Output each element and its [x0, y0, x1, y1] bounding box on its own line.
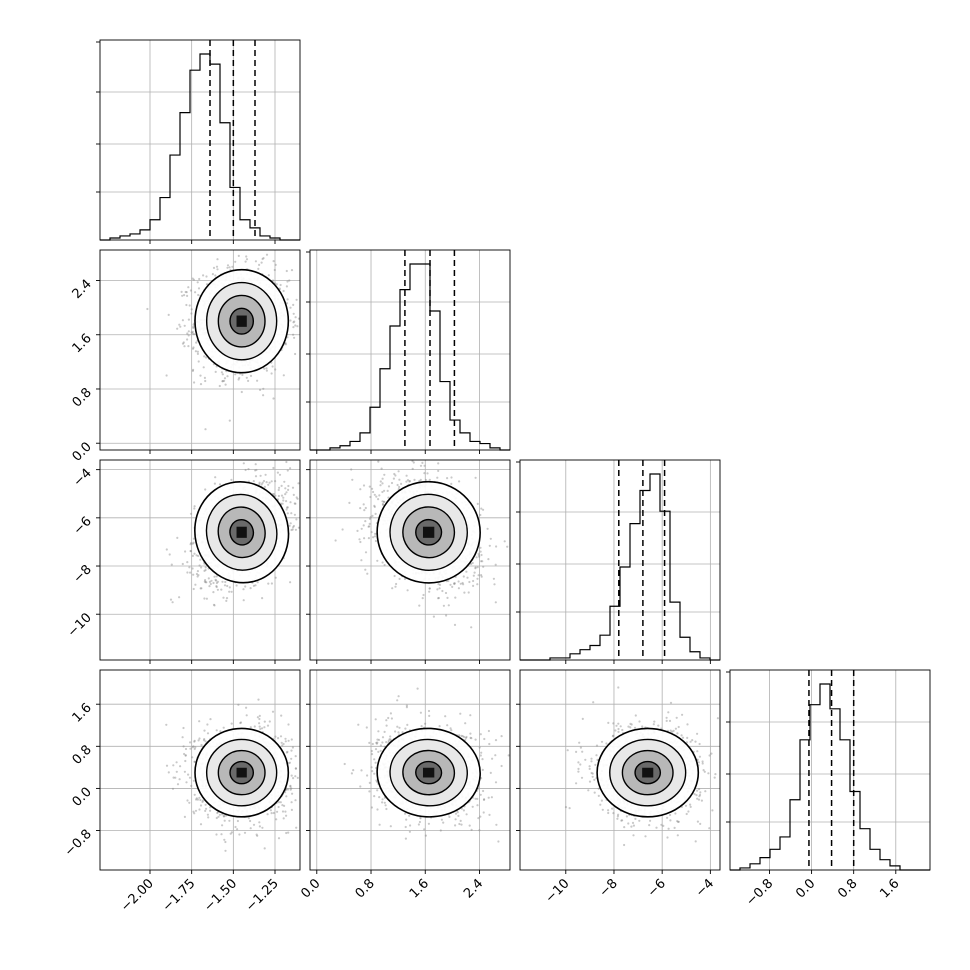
hist-panel-3-border — [729, 669, 931, 871]
hist-panel-3-xtick-label-2: 0.8 — [835, 876, 860, 901]
scatter-panel-1-3: 0.0 0.8 1.6 2.4 — [298, 669, 511, 901]
scatter-panel-0-1-ytick-label-0: 0.0 — [70, 439, 95, 464]
scatter-panel-1-3-xtick-label-3: 2.4 — [461, 876, 486, 901]
scatter-panel-0-3-xtick-label-0: −2.00 — [118, 876, 157, 915]
scatter-panel-0-3: −2.00 −1.75 −1.50 −1.25 −0.8 0.0 0.8 1.6 — [62, 669, 301, 915]
scatter-panel-0-2-ytick-label-0: −10 — [65, 610, 95, 640]
hist-panel-1-histogram-line — [310, 263, 510, 451]
scatter-panel-0-3-border — [99, 669, 301, 871]
scatter-panel-1-3-xtick-label-1: 0.8 — [353, 876, 378, 901]
scatter-panel-0-3-ytick-label-1: 0.0 — [70, 785, 95, 810]
hist-panel-0-bg — [100, 40, 300, 240]
hist-panel-2 — [516, 459, 721, 664]
scatter-panel-0-2-ytick-label-1: −8 — [71, 562, 95, 586]
hist-panel-3-xtick-label-1: 0.0 — [793, 876, 818, 901]
scatter-panel-1-3-xtick-label-0: 0.0 — [298, 876, 323, 901]
scatter-panel-2-3-peak — [642, 767, 654, 778]
hist-panel-0 — [96, 39, 301, 244]
hist-panel-3-histogram-line — [730, 683, 930, 871]
scatter-panel-1-3-border — [309, 669, 511, 871]
scatter-panel-0-1-border — [99, 249, 301, 451]
scatter-panel-0-1-ytick-label-3: 2.4 — [70, 277, 95, 302]
scatter-panel-0-3-ytick-label-0: −0.8 — [62, 827, 95, 860]
scatter-panel-0-3-xtick-label-1: −1.75 — [160, 876, 199, 915]
scatter-panel-0-3-ytick-label-2: 0.8 — [70, 743, 95, 768]
scatter-panel-0-2-ytick-label-3: −4 — [71, 466, 95, 490]
scatter-panel-1-2-border — [309, 459, 511, 661]
scatter-panel-0-1: 0.0 0.8 1.6 2.4 — [70, 249, 301, 465]
scatter-panel-0-1-peak — [236, 315, 247, 327]
scatter-panel-0-3-peak — [236, 767, 247, 778]
scatter-panel-2-3-border — [519, 669, 721, 871]
scatter-panel-0-2-ytick-label-2: −6 — [71, 514, 95, 538]
scatter-panel-0-2: −10 −8 −6 −4 — [65, 459, 301, 664]
hist-panel-1 — [306, 249, 511, 454]
hist-panel-0-histogram-line — [100, 53, 300, 241]
scatter-panel-0-1-ytick-label-1: 0.8 — [70, 385, 95, 410]
hist-panel-3-xtick-label-0: −0.8 — [743, 876, 776, 909]
scatter-panel-2-3-xtick-label-2: −6 — [645, 876, 669, 900]
scatter-panel-1-2-peak — [422, 526, 435, 538]
hist-panel-3: −0.8 0.0 0.8 1.6 — [726, 669, 931, 909]
scatter-panel-1-3-peak — [422, 767, 435, 778]
scatter-panel-0-1-ytick-label-2: 1.6 — [70, 331, 95, 356]
hist-panel-1-border — [309, 249, 511, 451]
hist-panel-2-border — [519, 459, 721, 661]
scatter-panel-1-3-xtick-label-2: 1.6 — [407, 876, 432, 901]
hist-panel-0-border — [99, 39, 301, 241]
scatter-panel-1-2 — [306, 459, 511, 664]
scatter-panel-2-3-xtick-label-3: −4 — [693, 876, 717, 900]
scatter-panel-0-3-xtick-label-2: −1.50 — [201, 876, 240, 915]
scatter-panel-0-3-ytick-label-3: 1.6 — [70, 700, 95, 725]
scatter-panel-2-3-xtick-label-1: −8 — [597, 876, 621, 900]
hist-panel-2-histogram-line — [520, 473, 720, 661]
hist-panel-3-xtick-label-3: 1.6 — [877, 876, 902, 901]
scatter-panel-0-2-border — [99, 459, 301, 661]
scatter-panel-0-3-xtick-label-3: −1.25 — [243, 876, 282, 915]
scatter-panel-2-3-xtick-label-0: −10 — [543, 876, 573, 906]
hist-panel-2-bg — [520, 460, 720, 660]
scatter-panel-2-3: −10 −8 −6 −4 — [516, 669, 721, 906]
scatter-panel-0-2-peak — [236, 526, 247, 538]
